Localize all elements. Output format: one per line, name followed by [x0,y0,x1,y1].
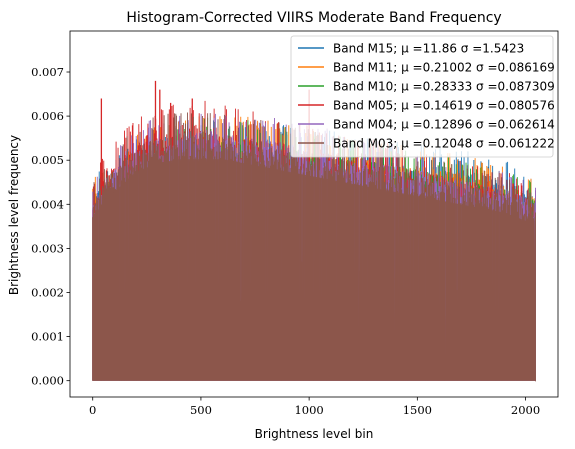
legend-item: Band M04; μ =0.12896 σ =0.062614 [298,118,555,132]
x-tick-label: 0 [89,403,96,417]
y-tick-label: 0.006 [31,109,64,123]
y-tick-label: 0.000 [31,374,64,388]
legend-label: Band M10; μ =0.28333 σ =0.087309 [333,80,555,94]
y-tick-label: 0.001 [31,330,64,344]
legend-item: Band M11; μ =0.21002 σ =0.086169 [298,61,555,75]
series-fill [92,159,536,381]
y-tick-label: 0.003 [31,241,64,255]
x-axis-label: Brightness level bin [255,427,374,441]
y-tick-label: 0.004 [31,197,64,211]
legend-label: Band M11; μ =0.21002 σ =0.086169 [333,61,555,75]
legend-box [290,35,554,158]
axes: 0 500 1000 1500 2000 0.000 0.001 0.002 0.003 0.00… [31,30,559,417]
legend: Band M15; μ =11.86 σ =1.5423 Band M11; μ … [290,35,555,158]
legend-label: Band M03; μ =0.12048 σ =0.061222 [333,137,555,151]
legend-item: Band M05; μ =0.14619 σ =0.080576 [298,99,555,113]
plot-area [92,80,536,382]
legend-item: Band M10; μ =0.28333 σ =0.087309 [298,80,555,94]
legend-item: Band M15; μ =11.86 σ =1.5423 [298,42,524,56]
y-tick-label: 0.002 [31,285,64,299]
x-tick-label: 500 [190,403,212,417]
x-tick-label: 1000 [294,403,323,417]
legend-label: Band M04; μ =0.12896 σ =0.062614 [333,118,555,132]
legend-label: Band M05; μ =0.14619 σ =0.080576 [333,99,555,113]
chart-title: Histogram-Corrected VIIRS Moderate Band … [126,10,501,26]
legend-label: Band M15; μ =11.86 σ =1.5423 [333,42,524,56]
series-6 [92,112,536,382]
y-axis-label: Brightness level frequency [7,135,21,295]
x-tick-label: 1500 [403,403,432,417]
legend-item: Band M03; μ =0.12048 σ =0.061222 [298,137,555,151]
y-tick-label: 0.005 [31,153,64,167]
x-tick-label: 2000 [511,403,540,417]
y-tick-label: 0.007 [31,65,64,79]
series-group [92,80,536,382]
axes-frame [69,30,559,398]
